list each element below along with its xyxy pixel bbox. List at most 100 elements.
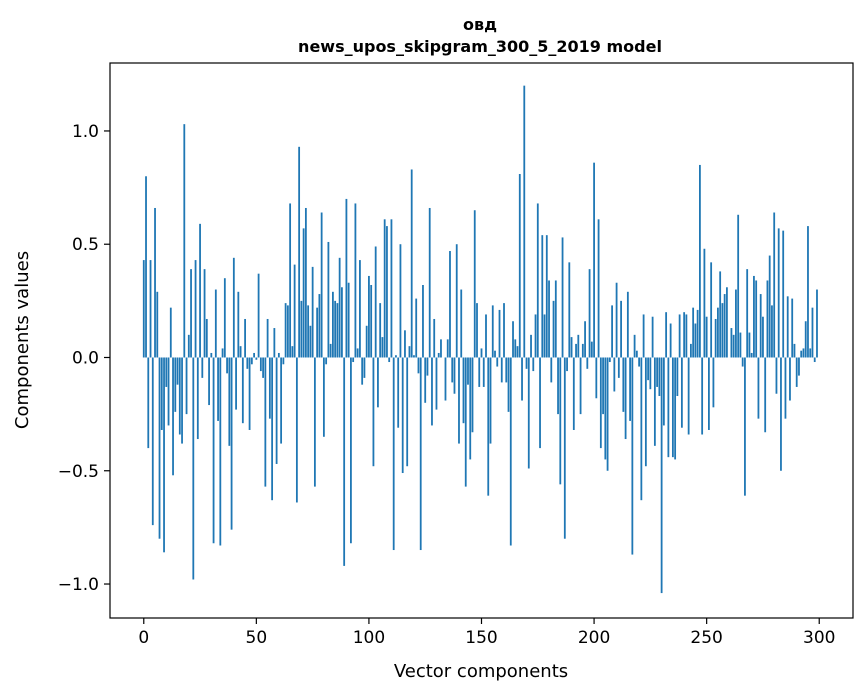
bar [701,357,703,434]
bar [222,348,224,357]
bar [246,357,248,368]
bar [181,357,183,443]
bar [679,314,681,357]
bar [280,357,282,443]
bar [575,344,577,358]
bar [514,339,516,357]
bar [346,199,348,358]
y-tick-label: 0.0 [72,348,99,368]
bar [505,357,507,382]
bar [643,314,645,357]
bar [814,357,816,362]
bar [267,319,269,358]
bar [161,357,163,429]
bar [713,357,715,407]
bar [789,357,791,400]
bar [190,269,192,357]
bar [395,355,397,357]
bar [640,357,642,500]
x-tick-label: 150 [465,628,497,648]
bar [366,326,368,358]
bar [210,353,212,358]
bar [593,163,595,358]
bar [557,357,559,414]
bar [812,308,814,358]
bar [438,353,440,358]
bar [616,283,618,358]
bar [809,348,811,357]
bar [303,228,305,357]
x-tick-label: 300 [803,628,835,648]
bar [780,357,782,470]
bar [773,213,775,358]
bar [447,339,449,357]
bar [740,333,742,358]
bar [350,357,352,543]
bar [357,348,359,357]
bar [526,357,528,368]
bar [622,357,624,411]
bar [733,335,735,358]
bar [478,357,480,386]
bar [348,283,350,358]
bar [724,294,726,357]
bar [370,285,372,357]
bar [163,357,165,552]
bar [258,274,260,358]
bar [361,357,363,384]
bar [762,317,764,358]
bar [791,299,793,358]
bar [415,299,417,358]
bar [541,235,543,357]
bar [731,328,733,357]
bar [600,357,602,448]
bar [706,317,708,358]
bar [465,357,467,486]
bar [517,346,519,357]
bar [404,330,406,357]
bar [179,357,181,434]
bar [785,357,787,418]
bar [201,357,203,377]
bar [607,357,609,470]
bar [318,294,320,357]
bar [492,305,494,357]
bar [440,339,442,357]
bar [782,231,784,358]
bar [188,335,190,358]
bar [325,357,327,364]
bar [496,357,498,366]
bar [264,357,266,486]
bar [796,357,798,386]
bar [512,321,514,357]
bar [393,357,395,550]
bar [199,224,201,358]
bar [767,280,769,357]
x-tick-label: 200 [578,628,610,648]
bar [636,351,638,358]
bar [208,357,210,405]
bar [343,357,345,565]
bar [316,308,318,358]
bar [332,292,334,358]
bar [168,357,170,425]
x-axis-label: Vector components [394,661,568,682]
bar [722,303,724,357]
bar [805,321,807,357]
x-tick-label: 250 [690,628,722,648]
bar [235,357,237,409]
bar [314,357,316,486]
bar [485,314,487,357]
bar [174,357,176,411]
bar [177,357,179,384]
bar [382,337,384,357]
bar [697,310,699,358]
bar [631,357,633,554]
bar [296,357,298,502]
bar [638,357,640,366]
bar [445,357,447,400]
bar [508,357,510,411]
bar [159,357,161,538]
bar [521,357,523,400]
